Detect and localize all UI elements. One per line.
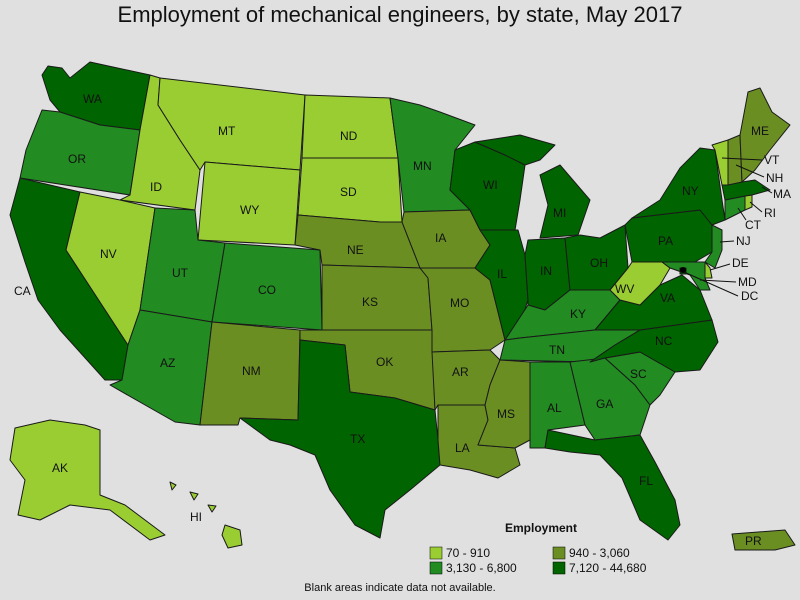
label-WV: WV bbox=[615, 282, 634, 296]
label-GA: GA bbox=[596, 397, 613, 411]
state-AK[interactable] bbox=[9, 419, 166, 541]
label-SC: SC bbox=[630, 367, 647, 381]
label-CT: CT bbox=[745, 218, 762, 232]
label-NC: NC bbox=[655, 334, 673, 348]
legend-label-0: 70 - 910 bbox=[446, 546, 490, 560]
label-ND: ND bbox=[340, 129, 358, 143]
label-TN: TN bbox=[549, 343, 565, 357]
label-LA: LA bbox=[455, 441, 470, 455]
label-SD: SD bbox=[340, 185, 357, 199]
label-FL: FL bbox=[639, 474, 653, 488]
label-CO: CO bbox=[258, 283, 276, 297]
leader-DC bbox=[683, 271, 739, 297]
legend-swatch-1 bbox=[552, 546, 566, 560]
label-MO: MO bbox=[450, 296, 469, 310]
label-AK: AK bbox=[52, 461, 68, 475]
label-MS: MS bbox=[497, 407, 515, 421]
state-VT[interactable] bbox=[711, 139, 729, 186]
state-HI[interactable] bbox=[169, 481, 243, 549]
label-KY: KY bbox=[570, 307, 586, 321]
label-AL: AL bbox=[547, 401, 562, 415]
legend-swatch-3 bbox=[552, 561, 566, 575]
label-VT: VT bbox=[764, 153, 780, 167]
label-WA: WA bbox=[83, 92, 102, 106]
label-NJ: NJ bbox=[736, 234, 751, 248]
state-ME[interactable] bbox=[739, 87, 791, 183]
label-UT: UT bbox=[172, 266, 189, 280]
legend-swatch-0 bbox=[429, 546, 443, 560]
state-PR[interactable] bbox=[731, 529, 796, 551]
label-MN: MN bbox=[413, 159, 432, 173]
map-title: Employment of mechanical engineers, by s… bbox=[117, 2, 683, 27]
label-NY: NY bbox=[682, 184, 699, 198]
legend-label-3: 7,120 - 44,680 bbox=[569, 561, 647, 575]
label-OH: OH bbox=[590, 256, 608, 270]
label-DC: DC bbox=[741, 289, 759, 303]
label-HI: HI bbox=[190, 510, 202, 524]
state-MA[interactable] bbox=[721, 179, 771, 201]
label-DE: DE bbox=[732, 256, 749, 270]
leader-RI bbox=[749, 201, 763, 213]
state-ND[interactable] bbox=[301, 94, 399, 159]
label-OR: OR bbox=[68, 152, 86, 166]
label-VA: VA bbox=[660, 291, 675, 305]
label-WY: WY bbox=[240, 203, 259, 217]
legend: Employment 70 - 910 940 - 3,060 3,130 - … bbox=[429, 521, 647, 575]
legend-swatch-2 bbox=[429, 561, 443, 575]
legend-title: Employment bbox=[505, 521, 577, 535]
label-IN: IN bbox=[540, 264, 552, 278]
label-IL: IL bbox=[497, 267, 507, 281]
label-NH: NH bbox=[766, 171, 783, 185]
leader-NH bbox=[735, 164, 765, 178]
label-PA: PA bbox=[658, 234, 673, 248]
label-NV: NV bbox=[100, 247, 117, 261]
label-MI: MI bbox=[553, 206, 566, 220]
state-MD[interactable] bbox=[661, 261, 711, 291]
label-ME: ME bbox=[751, 124, 769, 138]
label-MA: MA bbox=[773, 187, 791, 201]
label-CA: CA bbox=[14, 284, 31, 298]
label-ID: ID bbox=[150, 180, 162, 194]
label-TX: TX bbox=[350, 432, 365, 446]
leader-MD bbox=[699, 279, 737, 283]
leader-VT bbox=[721, 157, 763, 161]
label-PR: PR bbox=[745, 534, 762, 548]
label-AR: AR bbox=[452, 365, 469, 379]
state-NY[interactable] bbox=[631, 147, 726, 226]
label-RI: RI bbox=[764, 206, 776, 220]
label-IA: IA bbox=[435, 231, 446, 245]
leader-NJ bbox=[719, 240, 735, 243]
dc-marker bbox=[680, 267, 686, 273]
state-FL[interactable] bbox=[544, 429, 681, 541]
state-NC[interactable] bbox=[589, 319, 719, 373]
leader-MA bbox=[761, 186, 773, 194]
label-AZ: AZ bbox=[160, 356, 175, 370]
legend-label-2: 3,130 - 6,800 bbox=[446, 561, 517, 575]
label-MD: MD bbox=[738, 275, 757, 289]
label-NM: NM bbox=[242, 364, 261, 378]
state-TX[interactable] bbox=[239, 339, 441, 539]
legend-label-1: 940 - 3,060 bbox=[569, 546, 630, 560]
map-footnote: Blank areas indicate data not available. bbox=[304, 582, 496, 594]
label-NE: NE bbox=[347, 243, 364, 257]
label-KS: KS bbox=[362, 295, 378, 309]
leader-DE bbox=[709, 263, 731, 271]
label-MT: MT bbox=[218, 124, 236, 138]
label-OK: OK bbox=[376, 355, 393, 369]
leader-CT bbox=[737, 207, 747, 221]
label-WI: WI bbox=[483, 178, 498, 192]
